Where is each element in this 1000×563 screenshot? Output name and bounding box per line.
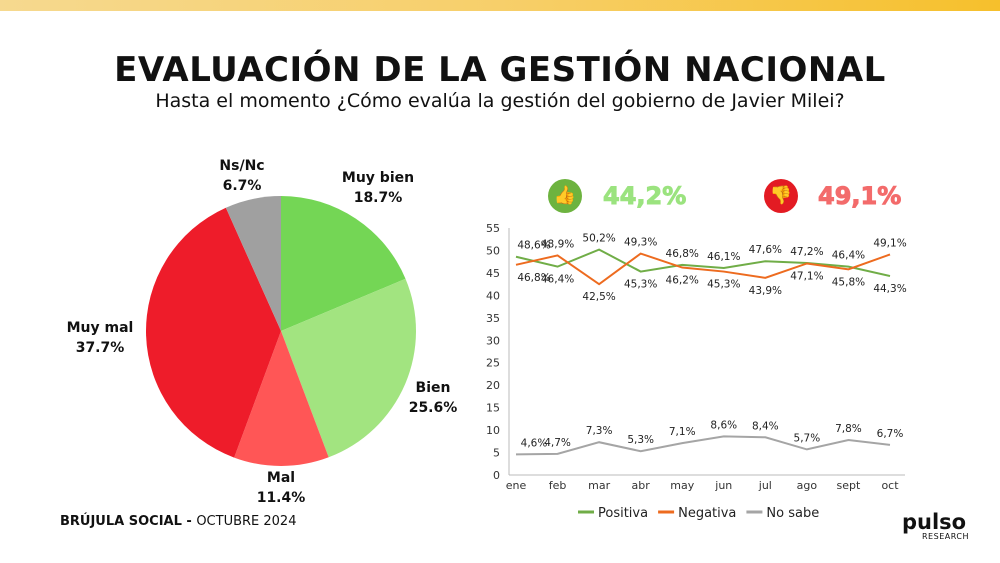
x-tick-label: jul (758, 479, 772, 492)
legend-label: No sabe (766, 506, 819, 521)
pie-slice-muy-bien (281, 196, 406, 331)
logo: pulso RESEARCH (902, 510, 969, 542)
footer: BRÚJULA SOCIAL - OCTUBRE 2024 (60, 514, 296, 529)
pie-slice-bien (281, 278, 416, 458)
pie-slice-ns-nc (225, 196, 281, 331)
pie-label: Bien 25.6% (383, 378, 483, 418)
x-tick-label: sept (837, 479, 861, 492)
data-label: 8,6% (710, 419, 737, 431)
y-tick-label: 0 (493, 469, 500, 482)
y-tick-label: 40 (486, 289, 500, 302)
pie-label-name: Muy bien (341, 170, 415, 186)
pie-label-name: Ns/Nc (219, 158, 265, 174)
x-tick-label: may (670, 479, 694, 492)
y-tick-label: 30 (486, 334, 500, 347)
data-label: 45,3% (624, 279, 657, 291)
logo-sub: RESEARCH (922, 532, 969, 541)
data-label: 46,8% (666, 248, 699, 260)
x-tick-label: feb (549, 479, 567, 492)
data-label: 46,4% (541, 274, 574, 286)
data-label: 6,7% (877, 428, 904, 440)
pie-label: Muy bien 18.7% (328, 168, 428, 208)
data-label: 49,1% (873, 237, 906, 249)
pie-label: Muy mal 37.7% (50, 318, 150, 358)
legend-label: Negativa (678, 506, 736, 521)
pie-label-value: 11.4% (256, 490, 306, 506)
pie-label-value: 18.7% (353, 190, 403, 206)
data-label: 46,2% (666, 275, 699, 287)
y-tick-label: 45 (486, 267, 500, 280)
pie-label-name: Bien (415, 380, 451, 396)
data-label: 7,8% (835, 423, 862, 435)
footer-brand: BRÚJULA SOCIAL - (60, 514, 197, 529)
data-label: 4,6% (521, 437, 548, 449)
series-line-positiva (515, 248, 891, 278)
y-tick-label: 5 (493, 447, 500, 460)
page-subtitle: Hasta el momento ¿Cómo evalúa la gestión… (155, 90, 845, 112)
positive-value: 44,2% (602, 182, 687, 211)
data-label: 42,5% (582, 291, 615, 303)
pie-slice-mal (234, 331, 329, 466)
pie-label-name: Muy mal (66, 320, 134, 336)
data-label: 5,7% (794, 432, 821, 444)
pie-label-value: 37.7% (75, 340, 125, 356)
page-title: EVALUACIÓN DE LA GESTIÓN NACIONAL (114, 50, 886, 90)
data-label: 5,3% (627, 434, 654, 446)
legend-label: Positiva (598, 506, 648, 521)
data-label: 43,9% (749, 285, 782, 297)
data-label: 44,3% (873, 283, 906, 295)
pie-label: Mal 11.4% (231, 468, 331, 508)
thumbs-up-icon: 👍 (548, 179, 582, 213)
pie-slice-muy-mal (146, 207, 281, 458)
data-label: 7,1% (669, 426, 696, 438)
data-label: 48,6% (517, 240, 550, 252)
y-tick-label: 25 (486, 357, 500, 370)
y-tick-label: 55 (486, 222, 500, 235)
negative-value: 49,1% (817, 182, 902, 211)
y-tick-label: 50 (486, 244, 500, 257)
pie-label-value: 25.6% (408, 400, 458, 416)
data-label: 47,2% (790, 246, 823, 258)
pie-label: Ns/Nc 6.7% (192, 156, 292, 196)
data-label: 46,4% (832, 250, 865, 262)
data-label: 47,1% (790, 270, 823, 282)
y-tick-label: 35 (486, 312, 500, 325)
x-tick-label: oct (881, 479, 899, 492)
pie-label-name: Mal (266, 470, 296, 486)
top-bar (0, 0, 1000, 11)
data-label: 46,8% (517, 272, 550, 284)
logo-name: pulso (902, 510, 967, 534)
y-tick-label: 10 (486, 424, 500, 437)
thumbs-down-icon: 👎 (764, 179, 798, 213)
data-label: 45,3% (707, 279, 740, 291)
data-label: 49,3% (624, 237, 657, 249)
data-label: 46,1% (707, 251, 740, 263)
x-tick-label: mar (588, 479, 610, 492)
x-tick-label: abr (632, 479, 651, 492)
x-tick-label: ene (506, 479, 527, 492)
data-label: 45,8% (832, 276, 865, 288)
pie-label-value: 6.7% (222, 178, 262, 194)
data-label: 8,4% (752, 420, 779, 432)
data-label: 47,6% (749, 244, 782, 256)
footer-date: OCTUBRE 2024 (196, 514, 297, 529)
data-label: 50,2% (582, 233, 615, 245)
x-tick-label: ago (797, 479, 818, 492)
series-line-no-sabe (515, 435, 891, 456)
x-tick-label: jun (714, 479, 732, 492)
y-tick-label: 20 (486, 379, 500, 392)
data-label: 48,9% (541, 238, 574, 250)
data-label: 4,7% (544, 437, 571, 449)
series-line-negativa (515, 252, 891, 286)
data-label: 7,3% (586, 425, 613, 437)
y-tick-label: 15 (486, 402, 500, 415)
